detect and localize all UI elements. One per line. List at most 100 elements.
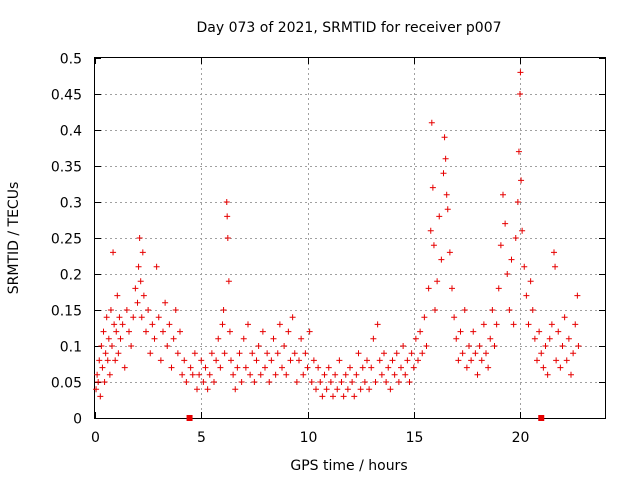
data-point: [544, 371, 551, 378]
data-point: [485, 364, 492, 371]
data-point: [440, 170, 447, 177]
data-point: [234, 364, 241, 371]
data-points: [93, 69, 582, 400]
x-axis-label: GPS time / hours: [290, 458, 407, 474]
data-point: [514, 199, 521, 205]
data-point: [563, 357, 570, 364]
data-point: [434, 278, 441, 285]
data-point: [266, 379, 273, 385]
data-point: [570, 350, 577, 357]
data-point: [340, 393, 347, 400]
data-point: [172, 307, 179, 313]
data-point: [553, 357, 560, 364]
data-point: [321, 371, 328, 378]
data-point: [523, 292, 530, 299]
data-point: [111, 321, 118, 328]
data-point: [114, 292, 121, 299]
y-axis: 0 0.05 0.1 0.15 0.2 0.25 0.3 0.35 0.4 0.45 0.5: [51, 52, 605, 428]
data-point: [115, 350, 122, 357]
data-point: [96, 357, 103, 364]
data-point: [552, 263, 559, 270]
data-point: [245, 321, 251, 328]
data-point: [289, 314, 296, 321]
data-point: [347, 364, 353, 371]
data-point: [112, 357, 119, 364]
data-point: [446, 249, 453, 256]
data-point: [325, 364, 332, 371]
data-point: [313, 386, 319, 393]
data-point: [561, 314, 568, 321]
data-point: [476, 343, 483, 349]
data-point: [215, 335, 222, 342]
data-point: [517, 91, 523, 97]
data-point: [336, 357, 343, 364]
data-point: [97, 393, 104, 400]
data-point: [319, 393, 326, 400]
data-point: [472, 350, 479, 357]
data-point: [151, 335, 158, 342]
data-point: [349, 379, 356, 385]
data-point: [249, 350, 256, 357]
data-point: [438, 256, 445, 263]
data-point: [198, 357, 205, 364]
data-point: [330, 393, 336, 400]
data-point: [378, 371, 385, 378]
data-point: [296, 357, 302, 364]
data-point: [202, 364, 209, 371]
data-point: [134, 299, 141, 306]
data-point: [230, 371, 237, 378]
data-point: [293, 379, 300, 385]
y-tick-label: 0.5: [60, 52, 82, 68]
data-point: [478, 357, 485, 364]
data-point: [441, 134, 448, 141]
data-point: [119, 321, 126, 328]
data-point: [463, 364, 470, 371]
data-point: [300, 371, 307, 378]
data-point: [457, 328, 464, 335]
data-point: [262, 364, 268, 371]
data-point: [257, 371, 264, 378]
gap-marker: [538, 415, 545, 421]
data-point: [187, 364, 194, 371]
data-point: [223, 199, 230, 205]
data-point: [395, 379, 402, 385]
data-point: [281, 343, 288, 349]
y-tick-label: 0.45: [51, 88, 82, 104]
data-point: [376, 357, 383, 364]
data-point: [436, 213, 443, 220]
data-point: [166, 321, 173, 328]
data-point: [466, 343, 472, 349]
data-point: [160, 328, 166, 335]
data-point: [531, 335, 538, 342]
data-point: [143, 328, 149, 335]
data-point: [404, 357, 411, 364]
data-point: [276, 321, 283, 328]
data-point: [408, 350, 415, 357]
data-point: [342, 371, 349, 378]
data-point: [126, 328, 132, 335]
data-point: [113, 328, 120, 335]
data-point: [139, 249, 146, 256]
y-tick-label: 0.35: [51, 160, 82, 176]
data-point: [232, 386, 239, 393]
data-point: [344, 386, 351, 393]
data-point: [147, 350, 154, 357]
data-point: [105, 335, 112, 342]
gap-markers: [186, 415, 545, 421]
x-tick-label: 20: [512, 430, 530, 446]
data-point: [128, 343, 135, 349]
data-point: [149, 321, 156, 328]
data-point: [428, 119, 435, 126]
data-point: [491, 343, 498, 349]
data-point: [410, 364, 417, 371]
data-point: [429, 184, 436, 191]
data-point: [164, 343, 171, 349]
y-tick-label: 0.25: [51, 232, 82, 248]
data-point: [493, 321, 500, 328]
y-tick-label: 0.3: [60, 196, 82, 212]
data-point: [517, 69, 524, 76]
data-point: [109, 343, 115, 349]
data-point: [251, 379, 258, 385]
data-point: [534, 357, 540, 364]
data-point: [99, 364, 106, 371]
